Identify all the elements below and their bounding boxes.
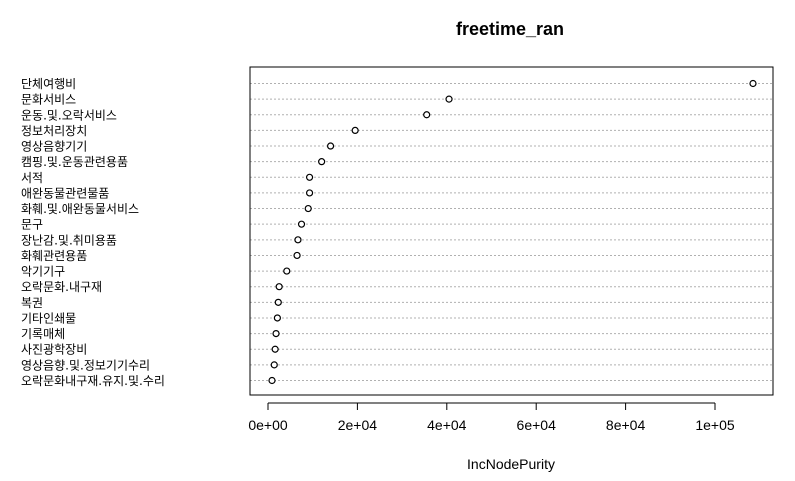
data-point xyxy=(270,361,278,369)
data-point xyxy=(749,79,757,88)
category-label: 문구 xyxy=(21,218,43,232)
category-label: 문화서비스 xyxy=(21,93,76,107)
category-label: 사진광학장비 xyxy=(21,343,87,357)
x-tick-label: 6e+04 xyxy=(517,417,557,433)
data-point xyxy=(294,236,302,244)
data-point xyxy=(271,345,279,353)
data-point xyxy=(305,189,314,197)
x-tick-label: 1e+05 xyxy=(695,417,735,433)
category-label: 복권 xyxy=(21,296,43,310)
data-point xyxy=(272,330,280,338)
category-label: 단체여행비 xyxy=(21,76,76,91)
category-label: 영상음향기기 xyxy=(21,140,87,154)
data-point xyxy=(273,314,281,322)
data-point xyxy=(305,173,314,181)
category-label: 정보처리장치 xyxy=(21,124,87,138)
category-label: 화훼관련용품 xyxy=(21,249,87,263)
category-label: 운동.및.오락서비스 xyxy=(21,108,117,122)
x-tick-label: 4e+04 xyxy=(427,417,467,433)
category-label: 영상음향.및.정보기기수리 xyxy=(21,358,150,372)
x-tick-label: 2e+04 xyxy=(338,417,378,433)
data-point xyxy=(297,220,306,228)
data-point xyxy=(268,376,276,385)
x-tick-label: 0e+00 xyxy=(248,417,288,433)
category-label: 기록매체 xyxy=(21,327,65,341)
x-axis-label: IncNodePurity xyxy=(467,456,555,472)
data-point xyxy=(274,298,282,306)
data-point xyxy=(275,283,283,291)
plot-frame xyxy=(249,66,774,396)
data-point xyxy=(304,204,312,213)
category-label: 캠핑.및.운동관련용품 xyxy=(21,155,128,169)
data-point xyxy=(283,267,291,275)
data-point xyxy=(423,111,431,119)
category-label: 장난감.및.취미용품 xyxy=(21,233,117,247)
category-label: 악기기구 xyxy=(21,265,65,279)
data-point xyxy=(293,251,301,260)
category-label: 오락문화.내구재 xyxy=(21,280,102,294)
x-tick-label: 8e+04 xyxy=(606,417,646,433)
data-point xyxy=(318,158,326,166)
category-label: 서적 xyxy=(21,171,43,185)
category-label: 화훼.및.애완동물서비스 xyxy=(21,202,139,216)
data-point xyxy=(351,126,359,134)
data-point xyxy=(326,142,335,150)
chart-title: freetime_ran xyxy=(456,19,564,39)
category-label: 애완동물관련물품 xyxy=(21,186,109,200)
category-label: 오락문화내구재.유지.및.수리 xyxy=(21,374,165,388)
data-point xyxy=(445,95,453,103)
category-label: 기타인쇄물 xyxy=(21,311,76,325)
